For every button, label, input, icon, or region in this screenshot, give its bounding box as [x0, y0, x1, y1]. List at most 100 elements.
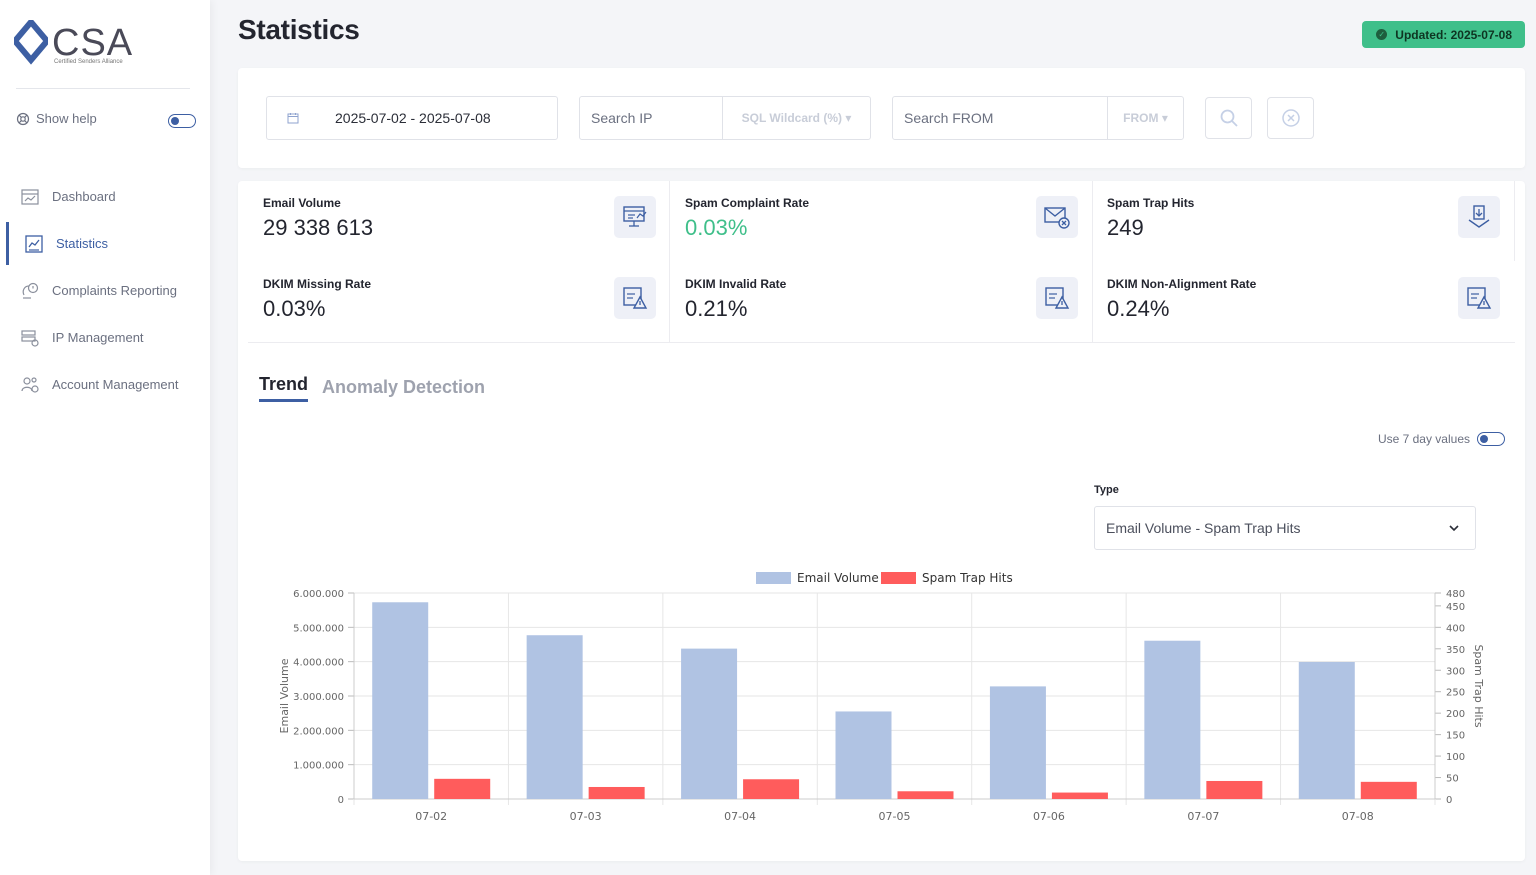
chevron-down-icon: [1449, 525, 1459, 532]
y2-tick-label: 480: [1446, 589, 1465, 600]
stat-value: 249: [1107, 215, 1144, 240]
sidebar-item-complaints-reporting[interactable]: Complaints Reporting: [0, 267, 210, 314]
column-divider: [1514, 181, 1515, 261]
x-tick-label: 07-02: [415, 810, 447, 823]
use-7day-values-label: Use 7 day values: [1377, 432, 1470, 446]
ip-mode-label: SQL Wildcard (%): [741, 111, 842, 125]
sidebar-item-statistics[interactable]: Statistics: [0, 220, 210, 267]
y2-tick-label: 350: [1446, 645, 1465, 656]
bar-spam-trap-hits: [588, 786, 645, 799]
y2-tick-label: 200: [1446, 709, 1465, 720]
sidebar-nav: Dashboard Statistics Complaints Reportin…: [0, 173, 210, 408]
y-tick-label: 4.000.000: [293, 658, 344, 669]
mail-x-icon: [1036, 196, 1078, 238]
stat-dkim-invalid-rate: DKIM Invalid Rate 0.21%: [660, 262, 1082, 342]
column-divider: [669, 181, 670, 342]
x-tick-label: 07-06: [1033, 810, 1065, 823]
stat-label: Spam Trap Hits: [1107, 196, 1195, 210]
tab-anomaly-detection[interactable]: Anomaly Detection: [322, 377, 486, 397]
date-range-value: 2025-07-02 - 2025-07-08: [335, 110, 491, 126]
csa-diamond-icon: [14, 20, 48, 65]
ip-management-icon: [21, 329, 39, 347]
x-tick-label: 07-07: [1187, 810, 1219, 823]
stat-label: DKIM Non-Alignment Rate: [1107, 277, 1257, 291]
y2-axis-title: Spam Trap Hits: [1472, 644, 1485, 727]
y-tick-label: 1.000.000: [293, 761, 344, 772]
search-icon: [1220, 109, 1238, 127]
clear-filters-button[interactable]: [1267, 97, 1314, 139]
use-7day-values-toggle[interactable]: [1477, 432, 1505, 446]
stat-value: 0.03%: [685, 215, 748, 240]
y2-tick-label: 450: [1446, 602, 1465, 613]
x-tick-label: 07-08: [1342, 810, 1374, 823]
search-ip-input[interactable]: Search IP: [591, 110, 653, 126]
y2-tick-label: 100: [1446, 752, 1465, 763]
stat-value: 0.21%: [685, 296, 748, 321]
logo-text: CSA: [52, 22, 134, 64]
bar-email-volume: [989, 686, 1046, 799]
sidebar-item-label: IP Management: [52, 330, 144, 345]
updated-status-badge: ✓ Updated: 2025-07-08: [1362, 21, 1525, 48]
y2-tick-label: 250: [1446, 688, 1465, 699]
bar-email-volume: [526, 635, 583, 799]
legend-label-email-volume: Email Volume: [797, 571, 879, 585]
y-tick-label: 5.000.000: [293, 623, 344, 634]
calendar-icon: [287, 113, 299, 124]
search-from-input[interactable]: Search FROM: [904, 110, 994, 126]
stat-value: 29 338 613: [263, 215, 374, 240]
show-help-label: Show help: [36, 111, 97, 126]
from-mode-dropdown[interactable]: FROM ▾: [1107, 97, 1183, 139]
sidebar-divider: [16, 88, 190, 89]
sidebar-item-dashboard[interactable]: Dashboard: [0, 173, 210, 220]
type-label: Type: [1094, 484, 1119, 496]
stat-value: 0.24%: [1107, 296, 1170, 321]
y-tick-label: 3.000.000: [293, 692, 344, 703]
stat-label: DKIM Invalid Rate: [685, 277, 787, 291]
help-globe-icon: [16, 112, 30, 125]
sidebar-item-label: Statistics: [56, 236, 109, 251]
trend-chart: Email Volume Spam Trap Hits 0 1.000.000 2.00…: [278, 571, 1485, 823]
stat-spam-trap-hits: Spam Trap Hits 249: [1082, 181, 1504, 261]
sidebar-item-account-management[interactable]: Account Management: [0, 361, 210, 408]
statistics-icon: [25, 234, 43, 253]
date-range-picker[interactable]: 2025-07-02 - 2025-07-08: [266, 96, 558, 140]
ip-mode-dropdown[interactable]: SQL Wildcard (%) ▾: [722, 97, 870, 139]
clear-icon: [1281, 109, 1300, 127]
stat-label: Email Volume: [263, 196, 341, 210]
search-ip-group: Search IP SQL Wildcard (%) ▾: [579, 96, 871, 140]
search-button[interactable]: [1205, 97, 1252, 139]
dkim-warning-icon: [1036, 277, 1078, 319]
filter-bar: 2025-07-02 - 2025-07-08 Search IP SQL Wi…: [238, 68, 1525, 168]
y-tick-label: 2.000.000: [293, 726, 344, 737]
legend-swatch-spam-trap-hits: [881, 572, 916, 584]
type-select[interactable]: Email Volume - Spam Trap Hits: [1094, 506, 1476, 550]
y2-tick-label: 400: [1446, 623, 1465, 634]
complaints-icon: [22, 282, 39, 299]
y-tick-label: 0: [338, 795, 344, 806]
tab-trend[interactable]: Trend: [259, 374, 309, 402]
bar-spam-trap-hits: [1051, 792, 1108, 799]
stat-value: 0.03%: [263, 296, 326, 321]
sidebar-item-label: Dashboard: [52, 189, 116, 204]
sidebar-item-ip-management[interactable]: IP Management: [0, 314, 210, 361]
stat-dkim-missing-rate: DKIM Missing Rate 0.03%: [238, 262, 660, 342]
stat-spam-complaint-rate: Spam Complaint Rate 0.03%: [660, 181, 1082, 261]
dkim-warning-icon: [1458, 277, 1500, 319]
dkim-warning-icon: [614, 277, 656, 319]
bar-email-volume: [372, 602, 429, 799]
page-title: Statistics: [238, 14, 360, 45]
y2-tick-label: 150: [1446, 731, 1465, 742]
column-divider: [1092, 181, 1093, 342]
legend-swatch-email-volume: [756, 572, 791, 584]
from-mode-label: FROM: [1123, 111, 1159, 125]
csa-logo[interactable]: CSA: [14, 20, 133, 66]
updated-badge-text: Updated: 2025-07-08: [1395, 27, 1512, 42]
stat-label: DKIM Missing Rate: [263, 277, 372, 291]
legend-label-spam-trap-hits: Spam Trap Hits: [922, 571, 1013, 585]
email-volume-icon: [614, 196, 656, 238]
stat-dkim-non-alignment-rate: DKIM Non-Alignment Rate 0.24%: [1082, 262, 1504, 342]
search-from-group: Search FROM FROM ▾: [892, 96, 1184, 140]
y-tick-label: 6.000.000: [293, 589, 344, 600]
bar-spam-trap-hits: [1206, 780, 1263, 799]
show-help-toggle[interactable]: [168, 114, 196, 128]
